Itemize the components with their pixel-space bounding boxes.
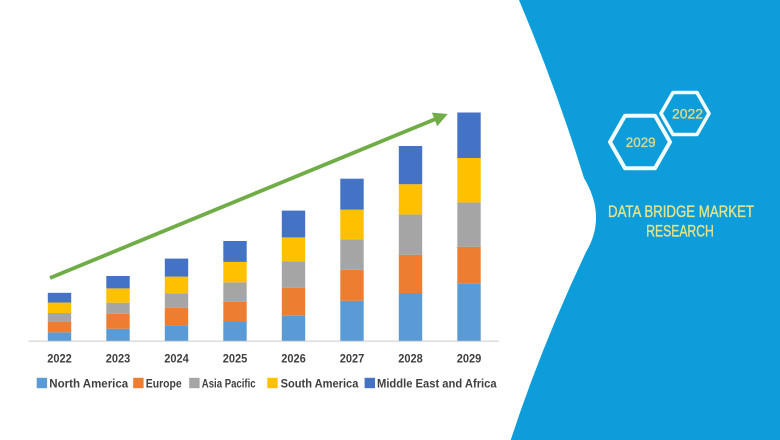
svg-text:2029: 2029 xyxy=(457,353,482,365)
svg-text:DATA BRIDGE MARKET: DATA BRIDGE MARKET xyxy=(608,202,754,221)
svg-text:North America: North America xyxy=(49,376,128,390)
svg-text:2026: 2026 xyxy=(281,353,306,365)
svg-text:2022: 2022 xyxy=(672,107,703,122)
svg-text:2022: 2022 xyxy=(47,353,72,365)
svg-text:2029: 2029 xyxy=(626,135,656,150)
svg-text:2024: 2024 xyxy=(164,353,189,365)
svg-text:Middle East and Africa: Middle East and Africa xyxy=(377,376,497,390)
svg-text:RESEARCH: RESEARCH xyxy=(646,221,714,240)
svg-text:2023: 2023 xyxy=(106,353,131,365)
svg-text:2025: 2025 xyxy=(223,353,248,365)
svg-text:South America: South America xyxy=(281,376,359,390)
svg-text:2027: 2027 xyxy=(340,353,365,365)
svg-text:Asia Pacific: Asia Pacific xyxy=(202,376,256,390)
svg-text:2028: 2028 xyxy=(398,353,423,365)
svg-text:Europe: Europe xyxy=(146,376,182,390)
